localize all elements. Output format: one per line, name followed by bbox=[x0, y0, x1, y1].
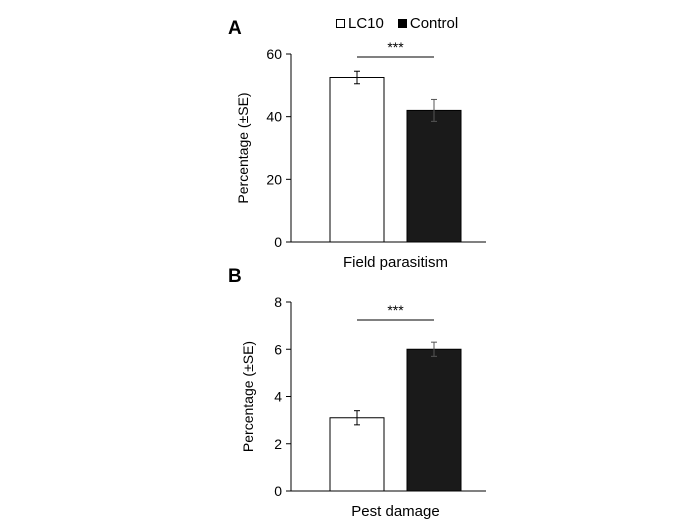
panel-b-y-tick-label: 6 bbox=[274, 341, 282, 357]
panel-a-y-axis-label: Percentage (±SE) bbox=[235, 92, 251, 203]
legend-label-lc10: LC10 bbox=[348, 15, 384, 32]
legend-item-lc10: LC10 bbox=[336, 15, 384, 32]
panel-b-y-axis-label: Percentage (±SE) bbox=[240, 341, 256, 452]
panel-a-bar-lc10 bbox=[329, 77, 385, 243]
legend-swatch-control bbox=[397, 19, 407, 28]
legend: LC10 Control bbox=[336, 15, 458, 32]
panel-b-y-tick-label: 4 bbox=[274, 389, 282, 405]
panel-a-y-tick-label: 20 bbox=[266, 171, 282, 187]
panel-a-y-tick-label: 40 bbox=[266, 109, 282, 125]
panel-a-y-tick-label: 60 bbox=[266, 46, 282, 62]
panel-label-b: B bbox=[228, 266, 242, 287]
panel-b-bar-control bbox=[406, 348, 462, 492]
panel-a-bar-control bbox=[406, 109, 462, 243]
legend-item-control: Control bbox=[397, 15, 459, 32]
panel-a-y-tick-label: 0 bbox=[274, 234, 282, 250]
panel-a-significance-label: *** bbox=[387, 39, 404, 55]
panel-b-x-axis-label: Pest damage bbox=[351, 503, 439, 520]
legend-label-control: Control bbox=[409, 15, 459, 32]
panel-b-y-tick-label: 2 bbox=[274, 436, 282, 452]
panel-b-significance-label: *** bbox=[387, 302, 404, 318]
panel-b-bar-lc10 bbox=[329, 417, 385, 492]
panel-label-a: A bbox=[228, 18, 242, 39]
legend-swatch-lc10 bbox=[336, 19, 345, 28]
panel-b-y-tick-label: 8 bbox=[274, 294, 282, 310]
panel-b-y-tick-label: 0 bbox=[274, 483, 282, 499]
panel-a-x-axis-label: Field parasitism bbox=[343, 254, 448, 271]
